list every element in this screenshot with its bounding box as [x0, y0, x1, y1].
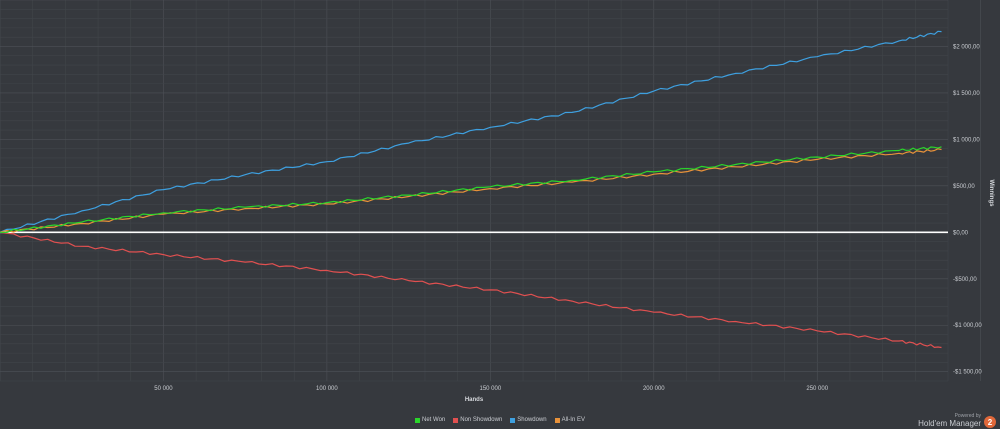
y-axis-title: Winnings: [988, 180, 994, 208]
y-tick-label: -$1 000,00: [953, 323, 982, 329]
y-tick-label: $2 000,00: [953, 44, 980, 50]
y-tick-label: $0,00: [953, 230, 969, 236]
x-axis-ticks: 50 000 100 000 150 000 200 000 250 000: [154, 386, 828, 392]
x-tick-label: 250 000: [806, 386, 828, 392]
y-tick-label: -$1 500,00: [953, 370, 982, 376]
legend-label: All-In EV: [561, 417, 585, 423]
series-line-showdown: [0, 30, 942, 233]
legend-item[interactable]: All-In EV: [554, 417, 585, 423]
y-tick-label: -$500,00: [953, 277, 977, 283]
powered-by-label: Powered by: [954, 413, 981, 419]
series-line-non-showdown: [0, 231, 942, 349]
series-line-all-in-ev: [0, 148, 942, 233]
legend-item[interactable]: Net Won: [415, 417, 445, 423]
x-tick-label: 150 000: [479, 386, 501, 392]
legend-swatch: [453, 417, 459, 423]
legend-swatch: [415, 417, 421, 423]
series-line-net-won: [0, 146, 942, 233]
legend-label: Non Showdown: [460, 417, 503, 423]
grid: [0, 0, 981, 382]
legend: Net Won Non Showdown Showdown All-In EV: [0, 417, 1000, 423]
legend-swatch: [510, 417, 516, 423]
x-tick-label: 200 000: [643, 386, 665, 392]
x-axis-title: Hands: [465, 397, 484, 403]
y-tick-label: $1 000,00: [953, 137, 980, 143]
legend-swatch: [554, 417, 560, 423]
x-tick-label: 100 000: [316, 386, 338, 392]
legend-item[interactable]: Showdown: [510, 417, 547, 423]
y-tick-label: $1 500,00: [953, 91, 980, 97]
brand-name: Hold'em Manager: [918, 419, 981, 428]
legend-label: Showdown: [517, 417, 547, 423]
y-axis-ticks: $2 000,00 $1 500,00 $1 000,00 $500,00 $0,00 -…: [953, 44, 982, 375]
hm2-logo-icon: 2: [984, 416, 996, 428]
branding: Powered by Hold'em Manager 2: [918, 410, 996, 428]
winnings-chart: 50 000 100 000 150 000 200 000 250 000 $2 00…: [0, 0, 994, 403]
y-tick-label: $500,00: [953, 184, 975, 190]
x-tick-label: 50 000: [154, 386, 173, 392]
legend-item[interactable]: Non Showdown: [453, 417, 502, 423]
series-layer: [0, 30, 942, 349]
legend-label: Net Won: [422, 417, 446, 423]
